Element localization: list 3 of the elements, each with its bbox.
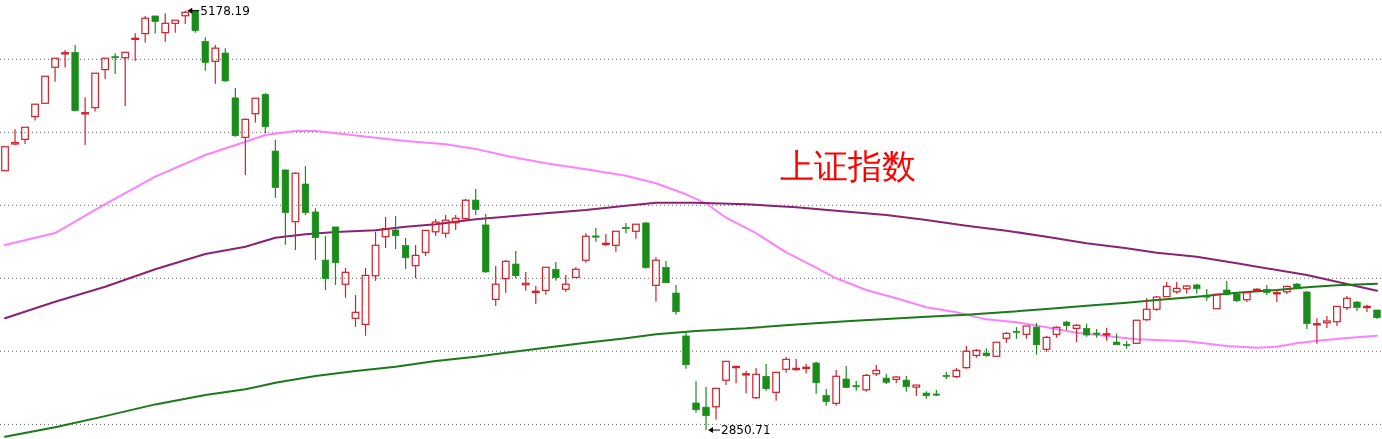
annotation: 2850.71 bbox=[721, 423, 771, 438]
text: 上证指数 bbox=[780, 146, 916, 186]
annotation: 5178.19 bbox=[200, 3, 250, 18]
